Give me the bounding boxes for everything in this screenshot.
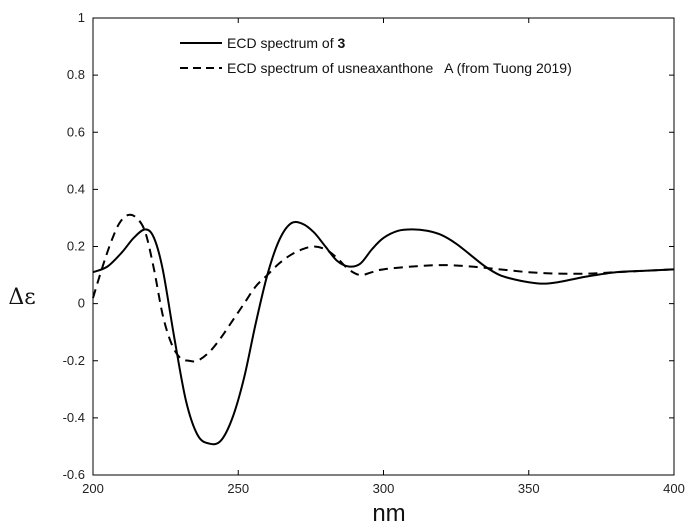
y-tick-label: 0 (78, 296, 85, 311)
y-tick-label: -0.6 (63, 467, 85, 482)
y-tick-label: -0.4 (63, 410, 85, 425)
legend: ECD spectrum of 3 ECD spectrum of usneax… (180, 35, 572, 76)
y-tick-label: 0.2 (67, 239, 85, 254)
series-layer (92, 213, 675, 446)
x-axis-ticks: 200 250 300 350 400 (82, 18, 685, 496)
y-tick-label: 0.4 (67, 181, 85, 196)
x-tick-label: 250 (227, 481, 249, 496)
y-tick-label: 0.6 (67, 124, 85, 139)
plot-frame (92, 17, 675, 476)
y-tick-label: -0.2 (63, 353, 85, 368)
x-tick-label: 300 (373, 481, 395, 496)
x-axis-label: nm (372, 500, 405, 527)
legend-entry-1-prefix: ECD spectrum of (227, 35, 337, 51)
x-tick-label: 200 (82, 481, 104, 496)
legend-entry-1-compound: 3 (337, 35, 345, 51)
y-axis-ticks: -0.6 -0.4 -0.2 0 0.2 0.4 0.6 0.8 1 (63, 10, 674, 482)
series-line-usneaxanthone-a (92, 213, 675, 363)
y-axis-label: Δε (8, 285, 35, 310)
x-tick-label: 350 (518, 481, 540, 496)
series-line-compound-3 (92, 221, 675, 446)
x-tick-label: 400 (663, 481, 685, 496)
legend-entry-1: ECD spectrum of 3 (227, 35, 345, 51)
y-tick-label: 1 (78, 10, 85, 25)
y-tick-label: 0.8 (67, 67, 85, 82)
legend-entry-2: ECD spectrum of usneaxanthone A (from Tu… (227, 60, 572, 76)
